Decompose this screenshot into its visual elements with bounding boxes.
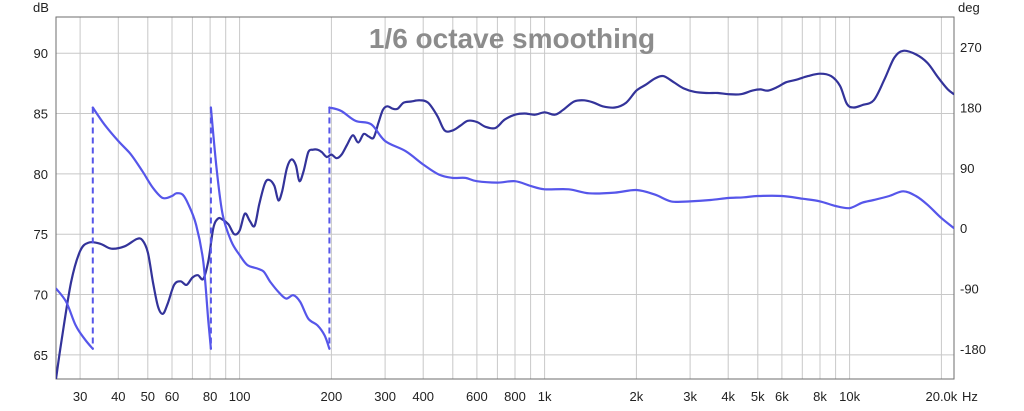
- grid: [56, 17, 954, 379]
- y-left-tick-label: 75: [34, 227, 48, 242]
- x-tick-label: 30: [73, 389, 87, 404]
- magnitude-curve: [56, 49, 954, 379]
- chart-title: 1/6 octave smoothing: [369, 23, 655, 54]
- series-1: [56, 49, 954, 379]
- x-tick-label: 300: [374, 389, 396, 404]
- x-tick-label: 600: [466, 389, 488, 404]
- y-left-tick-label: 80: [34, 167, 48, 182]
- y-right-tick-label: 90: [960, 161, 974, 176]
- x-tick-label: 6k: [775, 389, 789, 404]
- x-tick-label: 80: [203, 389, 217, 404]
- x-tick-label: 1k: [538, 389, 552, 404]
- y-left-tick-label: 90: [34, 46, 48, 61]
- y-right-tick-label: 0: [960, 221, 967, 236]
- phase-curve-segment: [328, 106, 954, 230]
- x-tick-label: 8k: [813, 389, 827, 404]
- y-right-tick-label: -90: [960, 282, 979, 297]
- x-tick-label: 20.0k: [925, 389, 957, 404]
- axis-ticks: 30 40 50 60 80 100 200 300 400 600 800 1k 2k 3k 4k 5k 6k…: [34, 40, 987, 404]
- plot-frame: [55, 16, 955, 380]
- x-tick-label: 50: [141, 389, 155, 404]
- y-right-unit-label: deg: [958, 0, 980, 15]
- x-tick-label: 800: [504, 389, 526, 404]
- x-tick-label: 60: [165, 389, 179, 404]
- x-tick-label: 5k: [751, 389, 765, 404]
- x-tick-label: 200: [321, 389, 343, 404]
- x-unit-label: Hz: [962, 389, 978, 404]
- y-right-tick-label: -180: [960, 342, 986, 357]
- y-left-tick-label: 85: [34, 107, 48, 122]
- y-left-tick-label: 65: [34, 348, 48, 363]
- y-left-unit-label: dB: [33, 0, 49, 15]
- x-tick-label: 4k: [721, 389, 735, 404]
- x-tick-label: 3k: [683, 389, 697, 404]
- phase-curve-segment: [209, 106, 331, 350]
- x-tick-label: 2k: [630, 389, 644, 404]
- y-right-tick-label: 180: [960, 101, 982, 116]
- series-2: [56, 106, 954, 350]
- x-tick-label: 10k: [839, 389, 860, 404]
- x-tick-label: 40: [111, 389, 125, 404]
- x-tick-label: 400: [412, 389, 434, 404]
- x-tick-label: 100: [229, 389, 251, 404]
- y-right-tick-label: 270: [960, 40, 982, 55]
- series-group: [56, 49, 954, 379]
- y-left-tick-label: 70: [34, 288, 48, 303]
- phase-curve-segment: [91, 106, 212, 350]
- phase-curve-segment: [56, 287, 94, 350]
